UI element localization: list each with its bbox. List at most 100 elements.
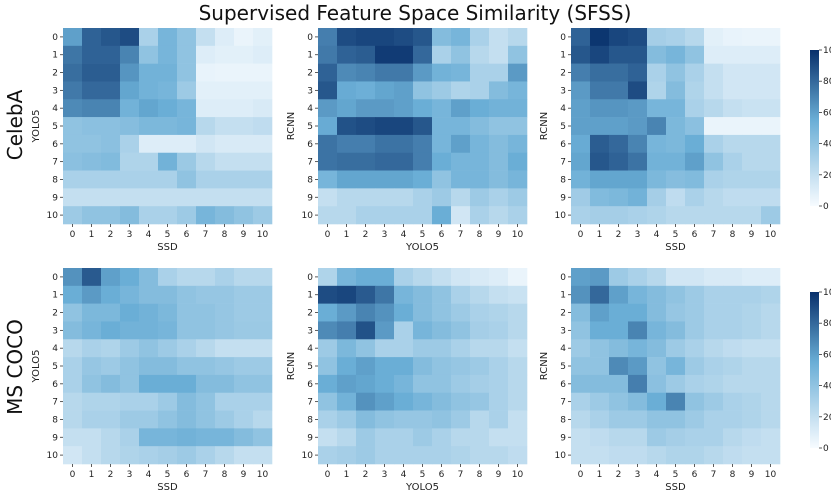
heatmap-cell xyxy=(82,410,102,429)
heatmap-cell xyxy=(432,268,452,287)
y-tick-label: 3 xyxy=(307,326,313,336)
heatmap-cell xyxy=(253,268,273,287)
heatmap-cell xyxy=(489,63,509,82)
y-axis-label: RCNN xyxy=(539,112,550,140)
heatmap-cell xyxy=(234,117,254,136)
heatmap-cell xyxy=(394,170,414,189)
heatmap-cell xyxy=(139,134,159,154)
heatmap-cell xyxy=(375,63,395,82)
heatmap-cell xyxy=(628,170,648,189)
heatmap-cell xyxy=(489,152,509,171)
y-tick-label: 6 xyxy=(52,140,58,150)
heatmap-cell xyxy=(571,188,591,207)
heatmap-cell xyxy=(337,63,357,82)
heatmap-celeba-rcnn-yolo5: 0 1 2 3 4 5 6 7 8 9 10 0 1 2 3 4 5 6 7 8 9 10 YOLO5 RCNN xyxy=(286,28,528,253)
heatmap-cell xyxy=(375,392,395,411)
heatmap-cell xyxy=(666,285,686,304)
heatmap-cell xyxy=(337,99,357,118)
heatmap-cell xyxy=(432,321,452,340)
heatmap-cell xyxy=(489,392,509,411)
y-tick-label: 9 xyxy=(560,193,566,203)
heatmap-cell xyxy=(609,410,629,429)
heatmap-cell xyxy=(253,152,273,171)
heatmap-cell xyxy=(177,392,197,411)
heatmap-cell xyxy=(723,285,743,304)
heatmap-cell xyxy=(234,339,254,358)
heatmap-cell xyxy=(508,99,528,118)
heatmap-cell xyxy=(101,321,121,340)
heatmap-cell xyxy=(234,81,254,100)
heatmap-cell xyxy=(451,357,471,376)
heatmap-cell xyxy=(704,357,724,376)
heatmap-cell xyxy=(704,428,724,447)
heatmap-cell xyxy=(609,357,629,376)
heatmap-cell xyxy=(723,339,743,358)
heatmap-cell xyxy=(432,117,452,136)
x-axis-label: SSD xyxy=(665,482,686,493)
heatmap-cell xyxy=(451,134,471,154)
heatmap-cell xyxy=(761,170,781,189)
heatmap-cell xyxy=(158,63,178,82)
heatmap-cell xyxy=(628,410,648,429)
x-tick-label: 5 xyxy=(420,470,426,480)
x-tick-label: 0 xyxy=(70,470,76,480)
heatmap-cell xyxy=(215,392,235,411)
heatmap-cell xyxy=(215,134,235,154)
heatmap-cell xyxy=(101,339,121,358)
heatmap-cell xyxy=(413,63,433,82)
heatmap-cell xyxy=(761,134,781,154)
heatmap-cell xyxy=(470,285,490,304)
heatmap-cell xyxy=(451,285,471,304)
heatmap-cell xyxy=(432,339,452,358)
colorbar-tick-label: 20 xyxy=(823,413,831,423)
heatmap-cell xyxy=(215,321,235,340)
heatmap-cell xyxy=(82,170,102,189)
heatmap-cell xyxy=(337,285,357,304)
heatmap-cell xyxy=(628,357,648,376)
x-tick-label: 9 xyxy=(749,470,755,480)
heatmap-cell xyxy=(742,410,762,429)
x-axis-label: YOLO5 xyxy=(405,482,439,493)
heatmap-cell xyxy=(63,285,83,304)
heatmap-cell xyxy=(432,410,452,429)
heatmap-cell xyxy=(337,321,357,340)
heatmap-cell xyxy=(508,285,528,304)
heatmap-cell xyxy=(590,357,610,376)
heatmap-cell xyxy=(63,446,83,465)
heatmap-cell xyxy=(177,152,197,171)
heatmap-cell xyxy=(375,339,395,358)
heatmap-cell xyxy=(571,268,591,287)
colorbar-tick-label: 60 xyxy=(823,108,831,118)
heatmap-cell xyxy=(432,303,452,322)
heatmap-cell xyxy=(318,321,338,340)
colorbar-tick-label: 100 xyxy=(823,288,831,298)
heatmap-cell xyxy=(432,134,452,154)
heatmap-cell xyxy=(318,285,338,304)
x-tick-label: 7 xyxy=(458,470,464,480)
heatmap-cell xyxy=(489,117,509,136)
heatmap-cell xyxy=(432,99,452,118)
heatmap-cell xyxy=(120,117,140,136)
heatmap-cell xyxy=(337,357,357,376)
heatmap-cell xyxy=(63,117,83,136)
heatmap-cell xyxy=(356,428,376,447)
heatmap-cell xyxy=(82,268,102,287)
heatmap-cell xyxy=(253,303,273,322)
x-tick-label: 9 xyxy=(241,230,247,240)
heatmap-cell xyxy=(375,206,395,225)
y-tick-label: 1 xyxy=(52,51,58,61)
heatmap-cell xyxy=(63,410,83,429)
heatmap-cell xyxy=(666,63,686,82)
heatmap-celeba-yolo5-ssd: 0 1 2 3 4 5 6 7 8 9 10 0 1 2 3 4 5 6 7 8 9 10 SSD YOLO5 xyxy=(31,28,273,253)
heatmap-cell xyxy=(647,99,667,118)
x-tick-label: 3 xyxy=(382,470,388,480)
heatmap-coco-yolo5-ssd: 0 1 2 3 4 5 6 7 8 9 10 0 1 2 3 4 5 6 7 8 9 10 SSD YOLO5 xyxy=(31,268,273,493)
heatmap-cell xyxy=(413,446,433,465)
y-tick-label: 5 xyxy=(560,122,566,132)
heatmap-cell xyxy=(63,268,83,287)
heatmap-cell xyxy=(253,428,273,447)
heatmap-cell xyxy=(253,45,273,64)
heatmap-cell xyxy=(666,188,686,207)
heatmap-cell xyxy=(375,28,395,47)
x-tick-label: 10 xyxy=(765,230,777,240)
